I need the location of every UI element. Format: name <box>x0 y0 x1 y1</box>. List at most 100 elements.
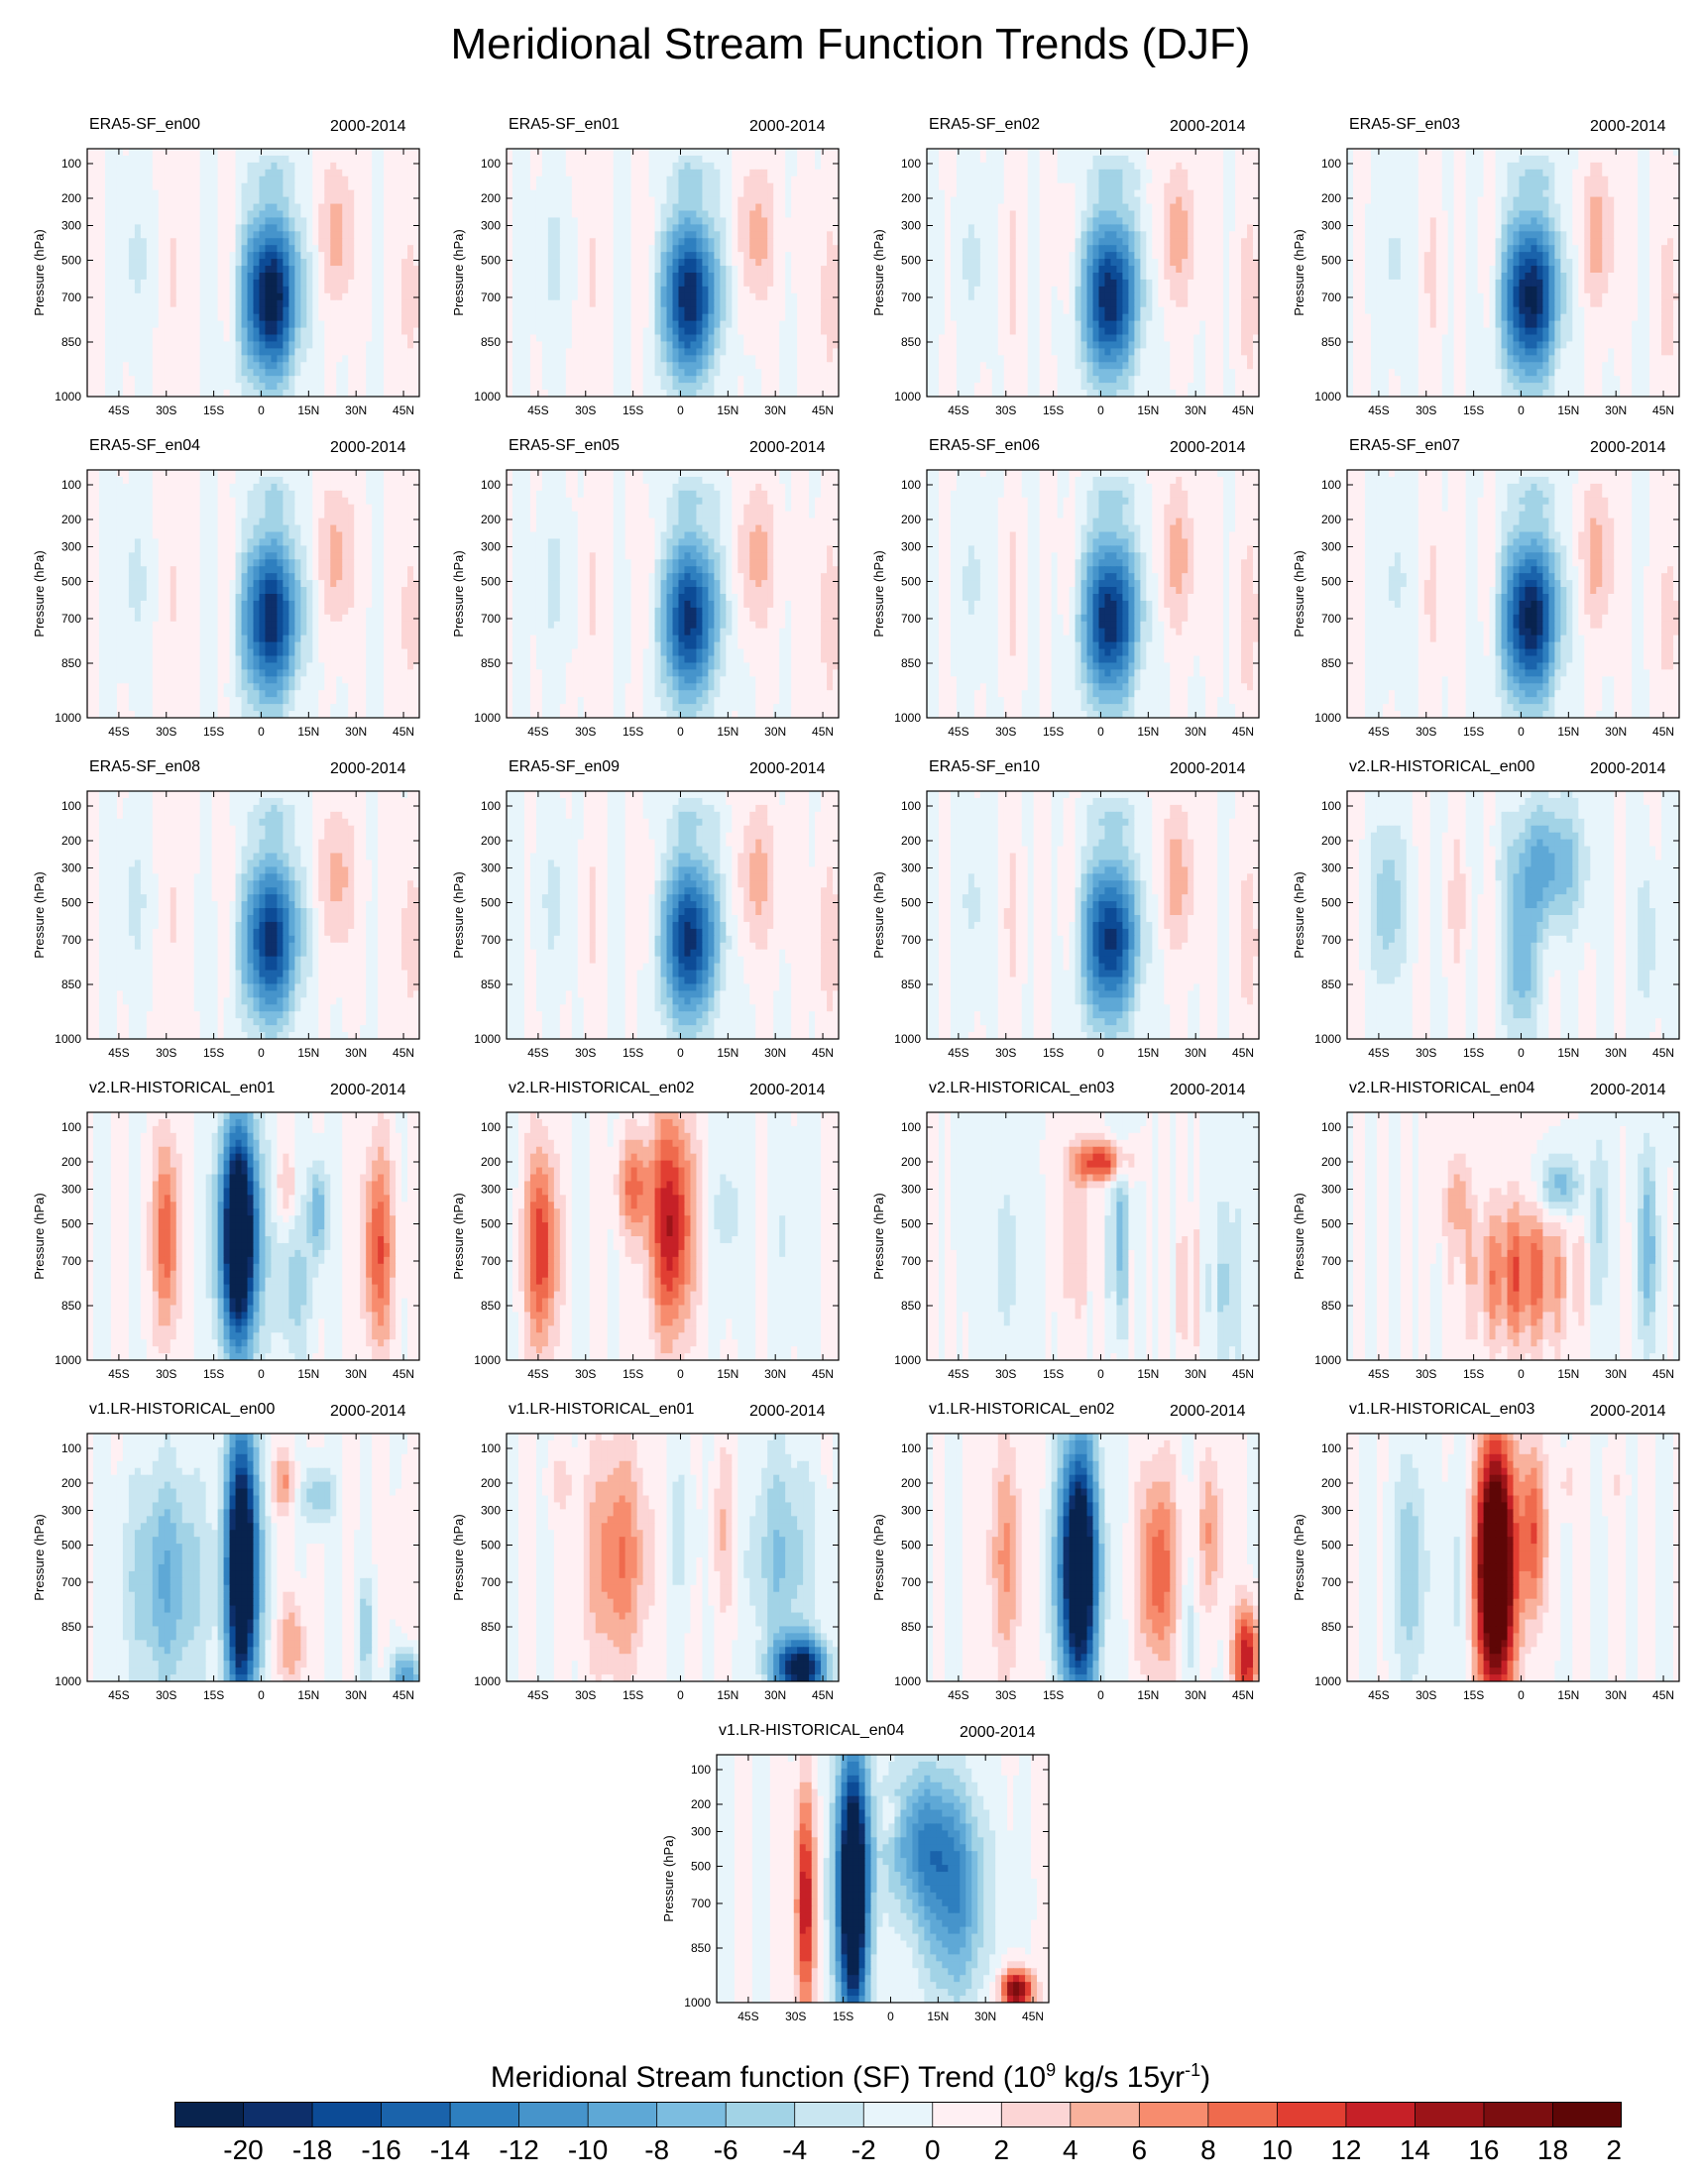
field-cell <box>1039 210 1047 219</box>
field-cell <box>1027 196 1035 205</box>
field-cell <box>235 259 243 267</box>
field-cell <box>1104 189 1112 198</box>
field-cell <box>815 383 822 391</box>
field-cell <box>354 299 361 308</box>
field-cell <box>523 334 531 343</box>
field-cell <box>666 259 674 267</box>
field-cell <box>413 259 419 267</box>
field-cell <box>396 217 402 225</box>
field-cell <box>265 224 273 232</box>
field-cell <box>962 238 969 246</box>
field-cell <box>396 299 402 308</box>
field-cell <box>517 203 525 212</box>
field-cell <box>636 273 644 281</box>
field-cell <box>1003 252 1011 260</box>
field-cell <box>378 327 385 336</box>
field-cell <box>104 169 112 177</box>
field-cell <box>1247 155 1254 164</box>
field-cell <box>164 175 171 184</box>
field-cell <box>360 320 367 329</box>
field-cell <box>158 362 166 370</box>
field-cell <box>110 203 118 212</box>
field-cell <box>241 279 249 287</box>
field-cell <box>288 162 295 171</box>
field-cell <box>985 155 993 164</box>
field-cell <box>791 266 798 274</box>
field-cell <box>324 348 331 356</box>
field-cell <box>223 279 231 287</box>
field-cell <box>378 362 385 370</box>
field-cell <box>684 341 692 349</box>
field-cell <box>809 238 816 246</box>
field-cell <box>619 252 626 260</box>
field-cell <box>1152 155 1159 164</box>
field-cell <box>547 217 555 225</box>
field-cell <box>1241 238 1248 246</box>
field-cell <box>979 210 987 219</box>
field-cell <box>619 299 626 308</box>
field-cell <box>767 286 774 294</box>
field-cell <box>1128 189 1135 198</box>
field-cell <box>1057 231 1065 239</box>
field-cell <box>720 231 727 239</box>
field-cell <box>821 292 828 301</box>
field-cell <box>187 348 195 356</box>
field-cell <box>146 252 154 260</box>
field-cell <box>1098 231 1106 239</box>
field-cell <box>779 313 786 322</box>
field-cell <box>1122 210 1129 219</box>
field-cell <box>589 313 597 322</box>
field-cell <box>1116 182 1124 191</box>
field-cell <box>541 369 549 377</box>
field-cell <box>336 273 343 281</box>
field-cell <box>726 313 733 322</box>
field-cell <box>696 327 704 336</box>
field-cell <box>541 320 549 329</box>
field-cell <box>690 210 698 219</box>
field-cell <box>128 306 136 315</box>
field-cell <box>1021 245 1029 253</box>
field-cell <box>690 334 698 343</box>
field-cell <box>1164 175 1171 184</box>
field-cell <box>401 313 408 322</box>
field-cell <box>390 334 397 343</box>
field-cell <box>277 252 284 260</box>
field-cell <box>785 273 792 281</box>
field-cell <box>732 169 738 177</box>
field-cell <box>413 355 419 363</box>
field-cell <box>803 369 810 377</box>
field-cell <box>967 252 975 260</box>
field-cell <box>193 299 201 308</box>
field-cell <box>1021 155 1029 164</box>
field-cell <box>773 355 780 363</box>
field-cell <box>205 149 213 157</box>
field-cell <box>181 189 189 198</box>
field-cell <box>714 259 721 267</box>
field-cell <box>624 299 632 308</box>
field-cell <box>932 189 940 198</box>
field-cell <box>967 196 975 205</box>
field-cell <box>283 182 289 191</box>
field-cell <box>583 299 591 308</box>
field-cell <box>229 203 237 212</box>
field-cell <box>821 266 828 274</box>
field-cell <box>827 334 834 343</box>
field-cell <box>672 348 680 356</box>
field-cell <box>827 169 834 177</box>
field-cell <box>134 376 142 384</box>
field-cell <box>1075 231 1082 239</box>
field-cell <box>104 149 112 157</box>
field-cell <box>306 362 313 370</box>
field-cell <box>128 383 136 391</box>
field-cell <box>791 341 798 349</box>
field-cell <box>702 231 709 239</box>
field-cell <box>146 149 154 157</box>
field-cell <box>511 162 519 171</box>
field-cell <box>726 327 733 336</box>
field-cell <box>1122 231 1129 239</box>
field-cell <box>205 273 213 281</box>
field-cell <box>134 217 142 225</box>
field-cell <box>164 189 171 198</box>
field-cell <box>714 306 721 315</box>
field-cell <box>401 320 408 329</box>
